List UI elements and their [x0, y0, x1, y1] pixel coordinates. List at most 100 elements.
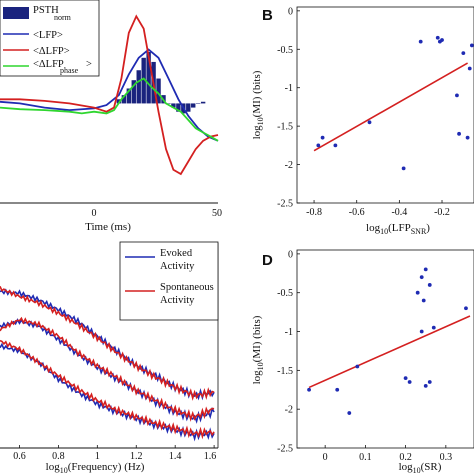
ytick-label: -1.5 [277, 122, 293, 133]
xlabel-b: log10(LFPSNR) [366, 222, 430, 236]
psth-bar [195, 103, 201, 104]
xtick-label: -0.4 [391, 207, 407, 218]
ytick-label: -2.5 [277, 444, 293, 455]
scatter-point [320, 135, 325, 140]
scatter-point [423, 267, 428, 272]
xtick-label: 0.2 [399, 452, 412, 463]
scatter-point [355, 364, 360, 369]
psth-bar [166, 103, 171, 104]
scatter-point [347, 411, 352, 415]
psth-bar [141, 57, 146, 104]
scatter-point [401, 166, 406, 171]
series-line-a-1 [0, 14, 219, 176]
scatter-point [431, 325, 436, 330]
ytick-label: 0 [288, 6, 293, 17]
legend-dlfp-phase-sub: phase [60, 66, 79, 75]
legend-lfp: <LFP> [33, 30, 63, 41]
psth-bar [126, 88, 132, 104]
ytick-label: -1.5 [277, 366, 293, 377]
tick-a-50: 50 [212, 208, 222, 219]
xtick-label: 1.6 [204, 451, 217, 462]
legend-psth-sub: norm [54, 13, 72, 22]
ytick-label: -2.5 [277, 199, 293, 210]
xtick-label: 0.1 [359, 452, 372, 463]
xtick-label: 1 [95, 451, 100, 462]
panel-a: PSTH norm <LFP> <ΔLFP> <ΔLFP phase > 0 5… [0, 0, 222, 233]
xtick-label: -0.8 [306, 207, 322, 218]
ylabel-d: log10(MI) (bits) [251, 315, 265, 384]
xtick-label: 0.6 [13, 451, 26, 462]
legend-dlfp-phase-close: > [86, 59, 92, 70]
fit-line [308, 315, 471, 389]
legend-spont-1: Spontaneous [160, 282, 214, 293]
scatter-point [440, 38, 444, 42]
xtick-label: 0 [323, 452, 328, 463]
panel-label-b: B [262, 7, 273, 24]
axes-b [296, 6, 474, 204]
panel-d: D 0 0.1 0.2 0.3 0 -0.5 -1 -1.5 -2 -2.5 log10(MI) … [251, 249, 474, 474]
legend-dlfp-phase: <ΔLFP [33, 59, 64, 70]
psth-bar [186, 103, 191, 112]
panel-c: 0.6 0.8 1 1.2 1.4 1.6 Evoked Activity Spontan… [0, 241, 219, 474]
psth-bar [131, 80, 136, 104]
spectrum-line [0, 285, 215, 401]
scatter-point [418, 39, 423, 44]
xtick-label: -0.2 [434, 207, 450, 218]
scatter-point [427, 283, 432, 287]
xtick-label: -0.6 [349, 207, 365, 218]
axes-d [296, 249, 474, 449]
legend-spont-2: Activity [160, 295, 195, 306]
scatter-point [461, 51, 466, 56]
scatter-point [427, 380, 432, 384]
psth-bar [171, 103, 176, 108]
ytick-label: -1 [285, 327, 293, 338]
series-line-a-0 [0, 48, 219, 142]
ytick-label: 0 [288, 249, 293, 260]
legend-swatch-psth [3, 7, 29, 19]
svg-text:log10(MI) (bits): log10(MI) (bits) [251, 70, 265, 139]
psth-bar [176, 103, 181, 112]
ytick-label: -2 [285, 405, 293, 416]
scatter-point [465, 135, 470, 140]
xtick-label: 1.4 [169, 451, 182, 462]
scatter-point [407, 380, 412, 384]
scatter-point [419, 275, 424, 280]
scatter-point [421, 298, 426, 303]
psth-bar [191, 103, 196, 108]
series-line-a-2 [0, 77, 219, 142]
scatter-point [335, 387, 340, 392]
legend-psth: PSTH [33, 5, 59, 16]
svg-text:log10(MI) (bits): log10(MI) (bits) [251, 315, 265, 384]
xlabel-a: Time (ms) [85, 221, 131, 233]
legend-a: PSTH norm <LFP> <ΔLFP> <ΔLFP phase > [0, 0, 100, 77]
scatter-point [403, 376, 408, 381]
legend-dlfp: <ΔLFP> [33, 46, 70, 57]
ytick-label: -0.5 [277, 288, 293, 299]
xtick-label: 0.8 [52, 451, 65, 462]
scatter-point [435, 35, 440, 40]
ylabel-b: log10(MI) (bits) [251, 70, 265, 139]
scatter-point [455, 93, 459, 98]
psth-bar [121, 95, 127, 104]
spectrum-line [0, 316, 215, 422]
ytick-label: -1 [285, 83, 293, 94]
psth-bar [146, 51, 151, 104]
scatter-point [307, 387, 311, 392]
tick-a-0: 0 [92, 208, 97, 219]
scatter-point [419, 329, 424, 334]
legend-evoked-2: Activity [160, 261, 195, 272]
psth-bar [200, 101, 206, 104]
xlabel-c: log10(Frequency) (Hz) [46, 461, 145, 474]
scatter-point [423, 383, 428, 388]
scatter-point [415, 290, 420, 295]
scatter-point [464, 306, 468, 311]
scatter-point [467, 66, 472, 71]
psth-bar [136, 70, 141, 104]
xlabel-d: log10(SR) [399, 461, 442, 474]
scatter-point [469, 43, 474, 48]
panel-b: B -0.8 -0.6 -0.4 -0.2 0 -0.5 -1 -1.5 -2 -2.5 log1… [251, 6, 474, 236]
xtick-label: 1.2 [130, 451, 143, 462]
scatter-point [367, 120, 372, 125]
legend-c: Evoked Activity Spontaneous Activity [119, 241, 219, 321]
